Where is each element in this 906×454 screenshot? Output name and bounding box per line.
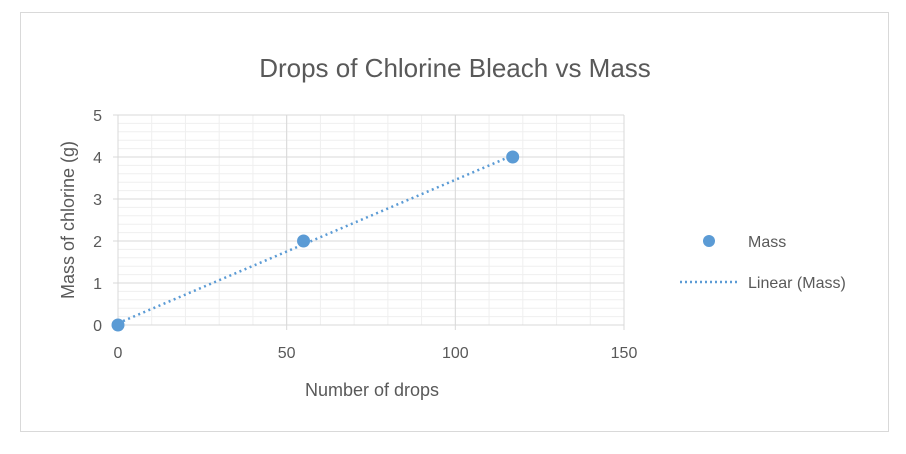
- x-tick-label: 0: [114, 345, 123, 362]
- y-tick-label: 3: [93, 192, 102, 209]
- trendline: [117, 154, 514, 325]
- y-tick-label: 2: [93, 234, 102, 251]
- x-tick-label: 150: [611, 345, 638, 362]
- x-tick-label: 50: [278, 345, 296, 362]
- chart-frame: [20, 12, 889, 432]
- y-tick-label: 0: [93, 318, 102, 335]
- data-point: [111, 318, 125, 332]
- legend: Mass Linear (Mass): [680, 234, 846, 292]
- legend-label-trendline: Linear (Mass): [748, 275, 846, 292]
- y-tick-label: 1: [93, 276, 102, 293]
- y-axis-label: Mass of chlorine (g): [58, 141, 78, 299]
- data-point: [506, 150, 520, 164]
- y-tick-label: 4: [93, 150, 102, 167]
- y-tick-label: 5: [93, 108, 102, 125]
- data-point: [297, 234, 311, 248]
- legend-label-mass: Mass: [748, 234, 786, 251]
- chart-title: Drops of Chlorine Bleach vs Mass: [259, 53, 651, 83]
- x-tick-label: 100: [442, 345, 469, 362]
- legend-marker-mass: [703, 235, 715, 247]
- x-axis-label: Number of drops: [305, 380, 439, 400]
